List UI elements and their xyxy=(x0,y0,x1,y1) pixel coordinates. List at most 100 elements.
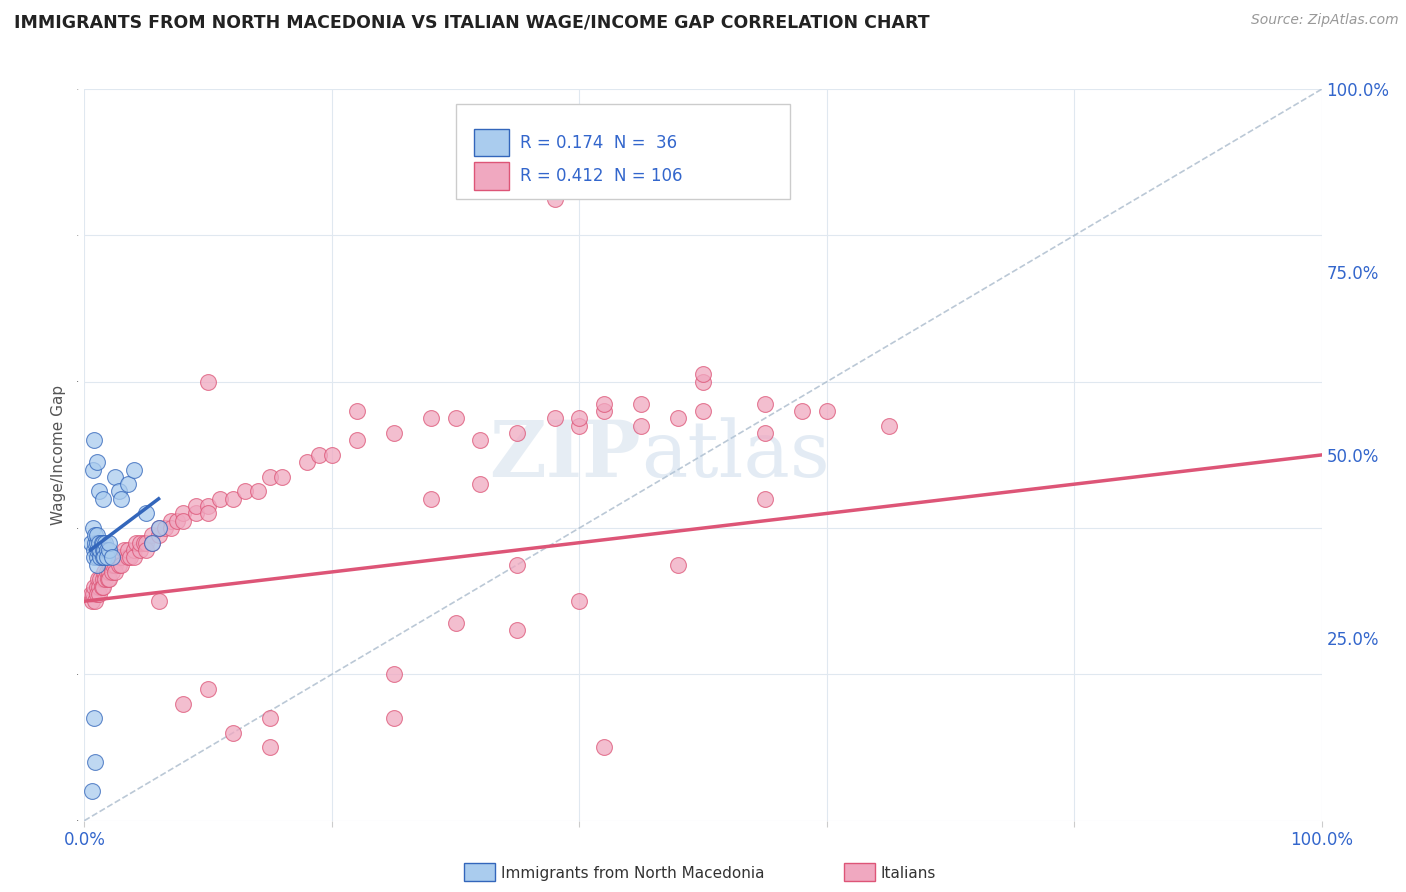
Point xyxy=(444,616,467,631)
Point xyxy=(86,455,108,469)
Point xyxy=(692,368,714,382)
Point xyxy=(630,397,652,411)
Point xyxy=(259,740,281,755)
Point xyxy=(89,484,111,499)
Point xyxy=(98,535,121,549)
Point xyxy=(346,404,368,418)
Point xyxy=(197,375,219,389)
Point xyxy=(815,404,838,418)
Point xyxy=(104,558,127,572)
Text: R = 0.412  N = 106: R = 0.412 N = 106 xyxy=(520,167,682,186)
Point xyxy=(593,740,616,755)
Point xyxy=(108,558,131,572)
Point xyxy=(91,491,114,506)
Text: R = 0.174  N =  36: R = 0.174 N = 36 xyxy=(520,134,678,152)
Point xyxy=(110,558,132,572)
Text: IMMIGRANTS FROM NORTH MACEDONIA VS ITALIAN WAGE/INCOME GAP CORRELATION CHART: IMMIGRANTS FROM NORTH MACEDONIA VS ITALI… xyxy=(14,13,929,31)
Point xyxy=(506,558,529,572)
Point xyxy=(89,543,111,558)
Point xyxy=(84,535,107,549)
Point xyxy=(754,491,776,506)
Point xyxy=(160,514,183,528)
Point xyxy=(271,470,294,484)
Point xyxy=(259,470,281,484)
Point xyxy=(117,550,139,565)
Point xyxy=(84,528,107,542)
Point xyxy=(117,543,139,558)
Text: Immigrants from North Macedonia: Immigrants from North Macedonia xyxy=(501,866,763,880)
Point xyxy=(141,535,163,549)
Point xyxy=(666,411,689,425)
Text: Source: ZipAtlas.com: Source: ZipAtlas.com xyxy=(1251,13,1399,28)
Text: atlas: atlas xyxy=(641,417,830,492)
Point xyxy=(98,543,121,558)
Point xyxy=(89,572,111,586)
Point xyxy=(100,550,122,565)
Point xyxy=(82,587,104,601)
Point xyxy=(97,572,120,586)
Point xyxy=(197,681,219,696)
Point xyxy=(83,434,105,448)
FancyBboxPatch shape xyxy=(474,162,509,190)
Point xyxy=(172,514,194,528)
Text: ZIP: ZIP xyxy=(489,417,641,493)
Point xyxy=(86,528,108,542)
Point xyxy=(89,580,111,594)
Point xyxy=(91,535,114,549)
Point xyxy=(506,425,529,440)
Point xyxy=(80,594,103,608)
Point xyxy=(110,550,132,565)
Point xyxy=(91,550,114,565)
Point xyxy=(877,418,900,433)
Point xyxy=(172,507,194,521)
Point xyxy=(83,711,105,725)
Point xyxy=(172,697,194,711)
Point xyxy=(89,587,111,601)
Point xyxy=(790,404,813,418)
Point xyxy=(321,448,343,462)
FancyBboxPatch shape xyxy=(456,103,790,199)
Point xyxy=(79,535,101,549)
Point xyxy=(148,521,170,535)
Point xyxy=(86,558,108,572)
Point xyxy=(83,550,105,565)
Point xyxy=(90,535,112,549)
Point xyxy=(295,455,318,469)
Point xyxy=(82,521,104,535)
Point xyxy=(692,375,714,389)
Point xyxy=(96,565,118,579)
Point xyxy=(93,543,115,558)
Point xyxy=(160,521,183,535)
Point xyxy=(89,550,111,565)
Point xyxy=(148,521,170,535)
Point xyxy=(86,535,108,549)
Point xyxy=(82,462,104,476)
Point xyxy=(86,587,108,601)
Point xyxy=(93,550,115,565)
Point xyxy=(419,491,441,506)
Point xyxy=(153,521,176,535)
Point xyxy=(754,425,776,440)
Point xyxy=(91,580,114,594)
Point xyxy=(593,404,616,418)
Point xyxy=(110,491,132,506)
Point xyxy=(90,580,112,594)
Point xyxy=(122,550,145,565)
Point xyxy=(166,514,188,528)
Point xyxy=(568,594,591,608)
Point xyxy=(94,572,117,586)
Point xyxy=(94,535,117,549)
Point xyxy=(692,404,714,418)
Point xyxy=(129,535,152,549)
Point xyxy=(96,550,118,565)
Point xyxy=(184,499,207,513)
Point xyxy=(100,565,122,579)
Point xyxy=(98,565,121,579)
Point xyxy=(122,462,145,476)
Point xyxy=(506,624,529,638)
Point xyxy=(86,580,108,594)
Point xyxy=(382,667,405,681)
Point xyxy=(246,484,269,499)
Point xyxy=(543,411,565,425)
Point xyxy=(125,535,148,549)
